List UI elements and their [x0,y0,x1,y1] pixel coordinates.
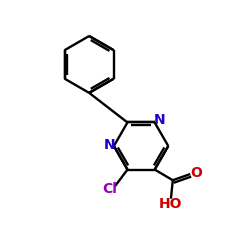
Text: N: N [104,138,115,152]
Text: N: N [153,114,165,128]
Text: Cl: Cl [102,182,117,196]
Text: HO: HO [159,197,183,211]
Text: O: O [190,166,202,180]
